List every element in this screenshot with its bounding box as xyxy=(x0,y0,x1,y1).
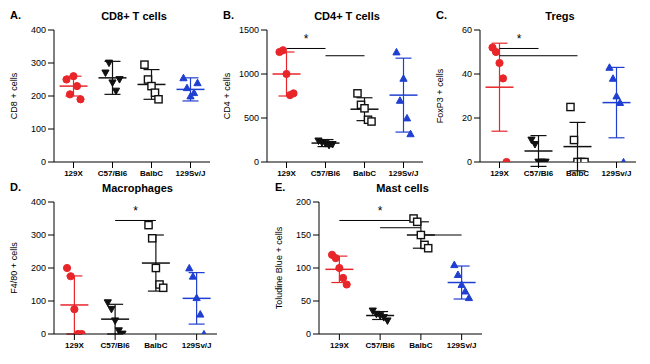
html-text:B.: B. xyxy=(223,9,234,21)
svg-text:300: 300 xyxy=(31,58,46,68)
svg-text:*: * xyxy=(517,32,522,46)
svg-text:C57/Bl6: C57/Bl6 xyxy=(100,341,130,350)
svg-text:0: 0 xyxy=(41,157,46,167)
svg-text:F4/80 + cells: F4/80 + cells xyxy=(9,242,19,294)
svg-text:200: 200 xyxy=(31,263,46,273)
svg-text:*: * xyxy=(304,32,309,46)
svg-text:BalbC: BalbC xyxy=(566,169,589,178)
svg-text:129Sv/J: 129Sv/J xyxy=(176,169,206,178)
svg-text:129X: 129X xyxy=(330,341,349,350)
svg-text:BalbC: BalbC xyxy=(409,341,432,350)
svg-text:129Sv/J: 129Sv/J xyxy=(447,341,477,350)
svg-text:0: 0 xyxy=(306,329,311,339)
svg-text:0: 0 xyxy=(467,157,472,167)
svg-text:129X: 129X xyxy=(490,169,509,178)
svg-text:1000: 1000 xyxy=(239,69,259,79)
svg-text:C57/Bl6: C57/Bl6 xyxy=(311,169,341,178)
svg-text:50: 50 xyxy=(301,296,311,306)
svg-text:*: * xyxy=(378,204,383,218)
svg-text:150: 150 xyxy=(296,230,311,240)
html-text:CD4+ T cells: CD4+ T cells xyxy=(314,10,380,22)
html-text:A.: A. xyxy=(10,9,21,21)
svg-text:CD4 + cells: CD4 + cells xyxy=(222,72,232,119)
svg-text:40: 40 xyxy=(462,69,472,79)
svg-text:400: 400 xyxy=(31,25,46,35)
svg-text:60: 60 xyxy=(462,25,472,35)
svg-text:0: 0 xyxy=(254,157,259,167)
svg-text:C57/Bl6: C57/Bl6 xyxy=(524,169,554,178)
html-text:Tregs: Tregs xyxy=(545,10,575,22)
svg-text:129X: 129X xyxy=(277,169,296,178)
html-text:C.: C. xyxy=(436,9,447,21)
html-text:Mast cells: Mast cells xyxy=(376,182,429,194)
html-text:D.: D. xyxy=(10,181,21,193)
svg-text:100: 100 xyxy=(31,124,46,134)
svg-text:C57/Bl6: C57/Bl6 xyxy=(365,341,395,350)
svg-text:CD8 + cells: CD8 + cells xyxy=(9,72,19,119)
svg-text:129Sv/J: 129Sv/J xyxy=(389,169,419,178)
svg-text:FoxP3 + cells: FoxP3 + cells xyxy=(435,68,445,123)
svg-text:C57/Bl6: C57/Bl6 xyxy=(98,169,128,178)
svg-text:300: 300 xyxy=(31,230,46,240)
svg-text:129X: 129X xyxy=(65,341,84,350)
svg-text:100: 100 xyxy=(31,296,46,306)
html-text:Macrophages: Macrophages xyxy=(102,182,173,194)
svg-text:1500: 1500 xyxy=(239,25,259,35)
svg-text:129Sv/J: 129Sv/J xyxy=(182,341,212,350)
svg-text:200: 200 xyxy=(31,91,46,101)
svg-text:0: 0 xyxy=(41,329,46,339)
svg-text:BalbC: BalbC xyxy=(144,341,167,350)
svg-text:129X: 129X xyxy=(64,169,83,178)
svg-text:129Sv/J: 129Sv/J xyxy=(602,169,632,178)
html-text:E.: E. xyxy=(275,181,286,193)
svg-text:200: 200 xyxy=(296,197,311,207)
svg-text:*: * xyxy=(133,204,138,218)
svg-text:Toludine Blue + cells: Toludine Blue + cells xyxy=(274,226,284,309)
svg-text:20: 20 xyxy=(462,113,472,123)
html-text:CD8+ T cells: CD8+ T cells xyxy=(101,10,167,22)
svg-text:100: 100 xyxy=(296,263,311,273)
svg-text:400: 400 xyxy=(31,197,46,207)
svg-text:500: 500 xyxy=(244,113,259,123)
svg-text:BalbC: BalbC xyxy=(353,169,376,178)
svg-text:BalbC: BalbC xyxy=(140,169,163,178)
